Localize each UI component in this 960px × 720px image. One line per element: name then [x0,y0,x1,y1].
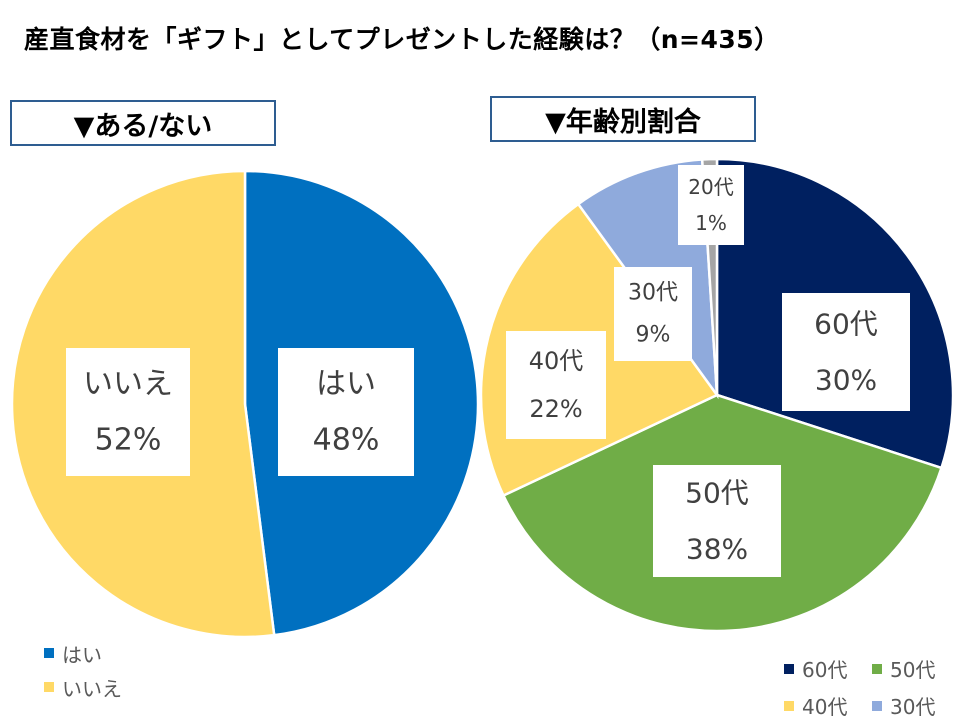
legend-swatch [44,648,54,658]
section-label-age: ▼年齢別割合 [490,96,756,142]
legend-label: いいえ [62,676,122,701]
legend-swatch [44,682,54,692]
chart-title: 産直食材を「ギフト」としてプレゼントした経験は？（n=435） [24,25,780,54]
data-label-box [653,465,781,577]
data-label-box [614,267,692,361]
legend-age: 60代 50代 40代 30代 [784,654,960,720]
legend-swatch [872,663,882,674]
pie-chart-yes-no: はい 48% いいえ 52% [10,169,480,639]
data-label-value: 9% [636,323,671,348]
legend-label: はい [62,642,102,667]
legend-item-50s: 50代 [872,654,960,683]
data-label-box [66,348,190,476]
legend-swatch [784,663,794,674]
legend-label: 50代 [890,658,936,682]
legend-label: 60代 [802,658,848,682]
data-label-box [782,293,910,411]
data-label-category: 50代 [685,477,749,510]
legend-item-30s: 30代 [872,691,960,720]
data-label-category: 20代 [688,175,733,199]
data-label-value: 1% [695,211,727,235]
legend-swatch [872,700,882,711]
legend-label: 30代 [890,695,936,719]
data-label-category: 60代 [814,308,878,341]
data-label-category: 40代 [529,347,584,375]
legend-yes-no: はい いいえ [44,636,122,704]
legend-item-no: いいえ [44,670,122,704]
data-label-value: 30% [815,364,877,397]
data-label-value: 22% [529,395,582,423]
legend-item-60s: 60代 [784,654,872,683]
data-label-category: 30代 [628,281,678,306]
legend-label: 40代 [802,695,848,719]
legend-item-40s: 40代 [784,691,872,720]
data-label-box [278,348,414,476]
data-label-box [506,331,606,439]
legend-swatch [784,700,794,711]
pie-chart-age: 60代 30% 50代 38% 40代 22% 30代 9% 20代 1% [479,157,955,633]
data-label-box [678,165,744,245]
data-label-category: はい [316,367,376,402]
section-label-yes-no: ▼ある/ない [10,100,276,146]
legend-item-yes: はい [44,636,122,670]
data-label-value: 38% [686,533,748,566]
data-label-value: 48% [313,423,380,458]
data-label-value: 52% [95,423,162,458]
data-label-category: いいえ [83,367,173,402]
